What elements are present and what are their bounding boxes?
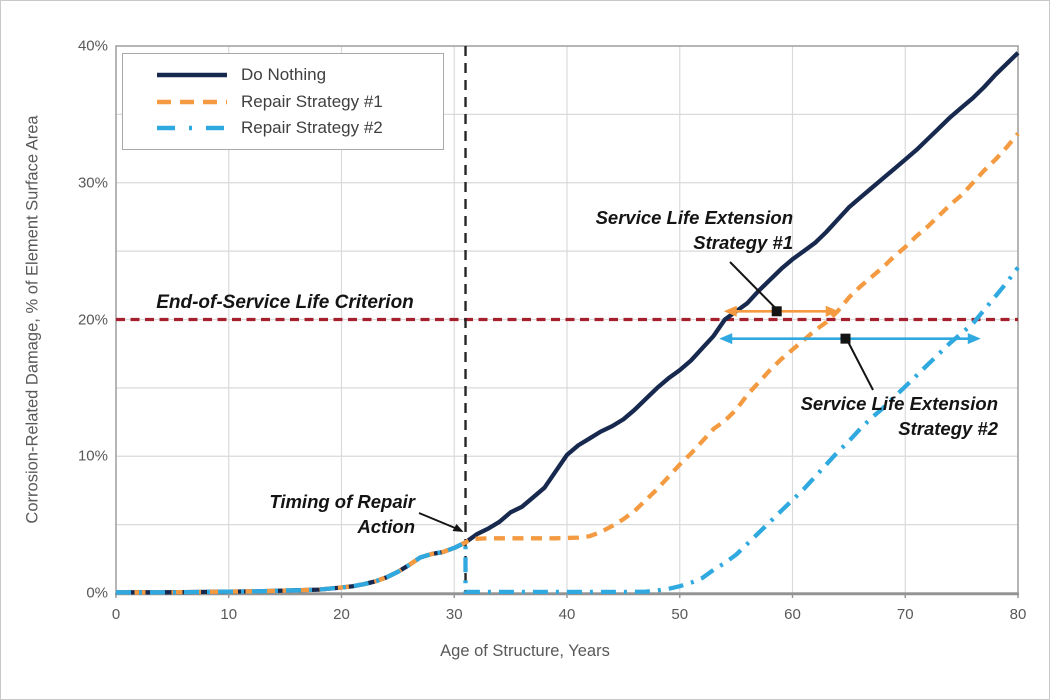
x-axis-title: Age of Structure, Years — [440, 642, 610, 660]
service-life-extension-2-annotation: Service Life Extension Strategy #2 — [758, 391, 998, 441]
service-life-extension-2-arrow-marker — [840, 333, 851, 344]
x-tick-label: 40 — [558, 606, 576, 623]
do-nothing-line-sample — [157, 72, 227, 77]
x-tick-label: 60 — [784, 606, 801, 623]
x-tick-label: 0 — [111, 606, 121, 623]
annotation-text: End-of-Service Life Criterion — [156, 292, 414, 313]
end-of-service-life-annotation: End-of-Service Life Criterion — [137, 290, 433, 315]
annotation-text: Strategy #2 — [898, 418, 998, 439]
x-tick-label: 10 — [220, 606, 238, 623]
y-tick-label: 10% — [77, 447, 108, 465]
legend-item-repair-strategy-2: Repair Strategy #2 — [156, 118, 443, 138]
legend-item-repair-strategy-1: Repair Strategy #1 — [156, 92, 443, 112]
x-tick-label: 30 — [445, 606, 463, 623]
x-tick-label: 70 — [896, 606, 914, 623]
y-axis-title: Corrosion-Related Damage, % of Element S… — [23, 115, 42, 524]
legend-label: Do Nothing — [241, 64, 327, 84]
timing-of-repair-annotation: Timing of Repair Action — [239, 489, 415, 539]
legend-item-do-nothing: Do Nothing — [156, 65, 443, 85]
series-repair-strategy-1 — [116, 132, 1020, 595]
legend: Do Nothing Repair Strategy #1 Repair Str… — [122, 53, 444, 150]
x-tick-label: 20 — [333, 606, 350, 623]
legend-label: Repair Strategy #1 — [241, 91, 383, 111]
y-tick-label: 20% — [77, 311, 108, 328]
y-tick-label: 0% — [86, 584, 108, 602]
x-tick-label: 50 — [671, 606, 689, 623]
repair-strategy-2-line-sample — [157, 126, 227, 131]
legend-label: Repair Strategy #2 — [241, 118, 383, 138]
y-tick-label: 30% — [77, 174, 108, 192]
series-repair-strategy-2 — [116, 266, 1020, 595]
y-tick-label: 40% — [77, 37, 108, 55]
x-tick-label: 80 — [1009, 606, 1027, 623]
annotation-text: Timing of Repair — [269, 491, 415, 512]
annotation-text: Strategy #1 — [693, 232, 793, 253]
service-life-extension-1-arrow-marker — [771, 306, 782, 317]
repair-strategy-1-line-sample — [157, 99, 227, 104]
service-life-extension-1-annotation: Service Life Extension Strategy #1 — [557, 205, 793, 255]
annotation-text: Action — [357, 516, 415, 537]
annotation-text: Service Life Extension — [800, 393, 998, 414]
annotation-text: Service Life Extension — [595, 207, 793, 228]
